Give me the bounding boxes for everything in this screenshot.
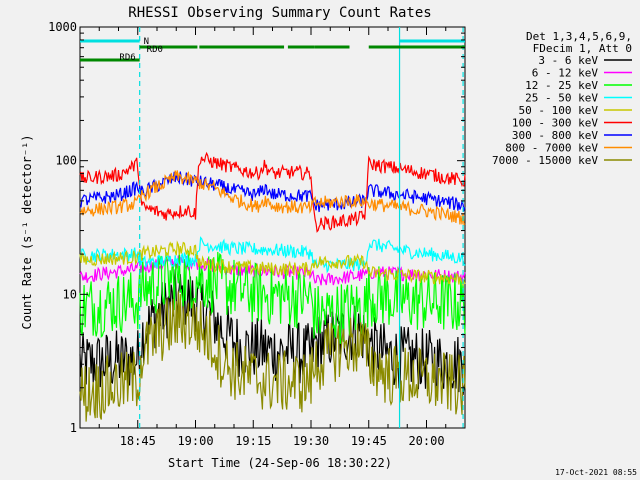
x-tick-label-2: 19:15 bbox=[235, 434, 271, 448]
x-tick-label-1: 19:00 bbox=[177, 434, 213, 448]
legend-label-2: 12 - 25 keV bbox=[525, 79, 598, 92]
legend: Det 1,3,4,5,6,9,FDecim 1, Att 03 - 6 keV… bbox=[492, 30, 632, 167]
legend-label-1: 6 - 12 keV bbox=[532, 67, 599, 80]
timestamp: 17-Oct-2021 08:55 bbox=[555, 468, 637, 477]
y-tick-label-1: 10 bbox=[63, 287, 77, 301]
legend-label-3: 25 - 50 keV bbox=[525, 92, 598, 105]
y-tick-label-2: 100 bbox=[55, 154, 77, 168]
x-axis-label: Start Time (24-Sep-06 18:30:22) bbox=[168, 456, 392, 470]
legend-label-8: 7000 - 15000 keV bbox=[492, 154, 598, 167]
legend-label-5: 100 - 300 keV bbox=[512, 117, 598, 130]
series-line-2 bbox=[79, 250, 466, 344]
y-tick-label-0: 1 bbox=[70, 421, 77, 435]
legend-label-0: 3 - 6 keV bbox=[538, 54, 598, 67]
legend-header-0: Det 1,3,4,5,6,9, bbox=[526, 30, 632, 43]
legend-label-7: 800 - 7000 keV bbox=[505, 142, 598, 155]
flag-label-1: RD0 bbox=[147, 45, 163, 55]
series-line-5 bbox=[79, 151, 466, 233]
flag-label-0: N bbox=[144, 37, 149, 47]
legend-label-6: 300 - 800 keV bbox=[512, 129, 598, 142]
y-axis-label: Count Rate (s⁻¹ detector⁻¹) bbox=[20, 134, 34, 329]
legend-label-4: 50 - 100 keV bbox=[519, 104, 599, 117]
legend-header-1: FDecim 1, Att 0 bbox=[533, 42, 632, 55]
series-line-7 bbox=[79, 170, 466, 226]
x-tick-label-4: 19:45 bbox=[351, 434, 387, 448]
series-line-8 bbox=[79, 291, 466, 422]
y-tick-label-3: 1000 bbox=[48, 20, 77, 34]
x-tick-label-0: 18:45 bbox=[120, 434, 156, 448]
chart-title: RHESSI Observing Summary Count Rates bbox=[128, 5, 431, 21]
x-tick-label-3: 19:30 bbox=[293, 434, 329, 448]
x-tick-label-5: 20:00 bbox=[408, 434, 444, 448]
series-line-3 bbox=[79, 236, 466, 274]
series-line-4 bbox=[79, 240, 466, 286]
flag-label-2: RD6 bbox=[119, 53, 135, 63]
